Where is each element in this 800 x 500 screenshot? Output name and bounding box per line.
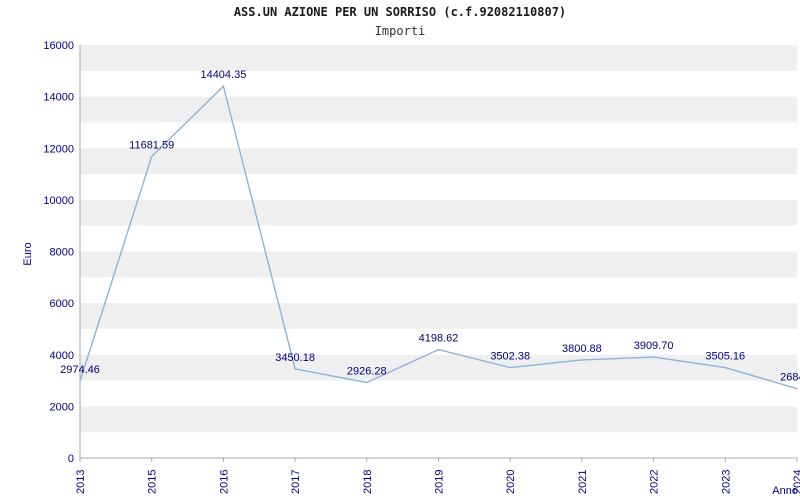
svg-text:4000: 4000 [50,350,74,362]
svg-text:3800.88: 3800.88 [562,343,602,355]
svg-text:3505.16: 3505.16 [705,351,745,363]
svg-text:2020: 2020 [505,470,517,494]
svg-text:2000: 2000 [50,401,74,413]
svg-text:2974.46: 2974.46 [60,364,100,376]
svg-text:2022: 2022 [649,470,661,494]
svg-text:2926.28: 2926.28 [347,365,387,377]
svg-text:2016: 2016 [218,470,230,494]
svg-text:6000: 6000 [50,298,74,310]
svg-text:2013: 2013 [75,470,87,494]
svg-text:3502.38: 3502.38 [490,351,530,363]
x-axis-title: Anno [772,485,798,497]
svg-text:2017: 2017 [290,470,302,494]
svg-text:11681.59: 11681.59 [129,139,174,151]
svg-text:10000: 10000 [43,195,74,207]
svg-text:12000: 12000 [43,143,74,155]
svg-text:3450.18: 3450.18 [275,352,315,364]
svg-text:2684.5: 2684.5 [780,372,800,384]
svg-text:8000: 8000 [50,247,74,259]
svg-text:4198.62: 4198.62 [419,333,459,345]
svg-text:2015: 2015 [147,470,159,494]
svg-text:14000: 14000 [43,92,74,104]
svg-text:14404.35: 14404.35 [200,69,246,81]
chart-subtitle: Importi [374,24,426,38]
svg-text:2018: 2018 [362,470,374,494]
svg-text:3909.70: 3909.70 [634,340,674,352]
chart-title: ASS.UN AZIONE PER UN SORRISO (c.f.920821… [233,5,567,19]
svg-text:2023: 2023 [720,470,732,494]
svg-text:0: 0 [68,453,74,465]
svg-text:2024: 2024 [792,470,800,494]
svg-text:2019: 2019 [434,470,446,494]
svg-text:16000: 16000 [43,40,74,52]
svg-text:2021: 2021 [577,470,589,494]
